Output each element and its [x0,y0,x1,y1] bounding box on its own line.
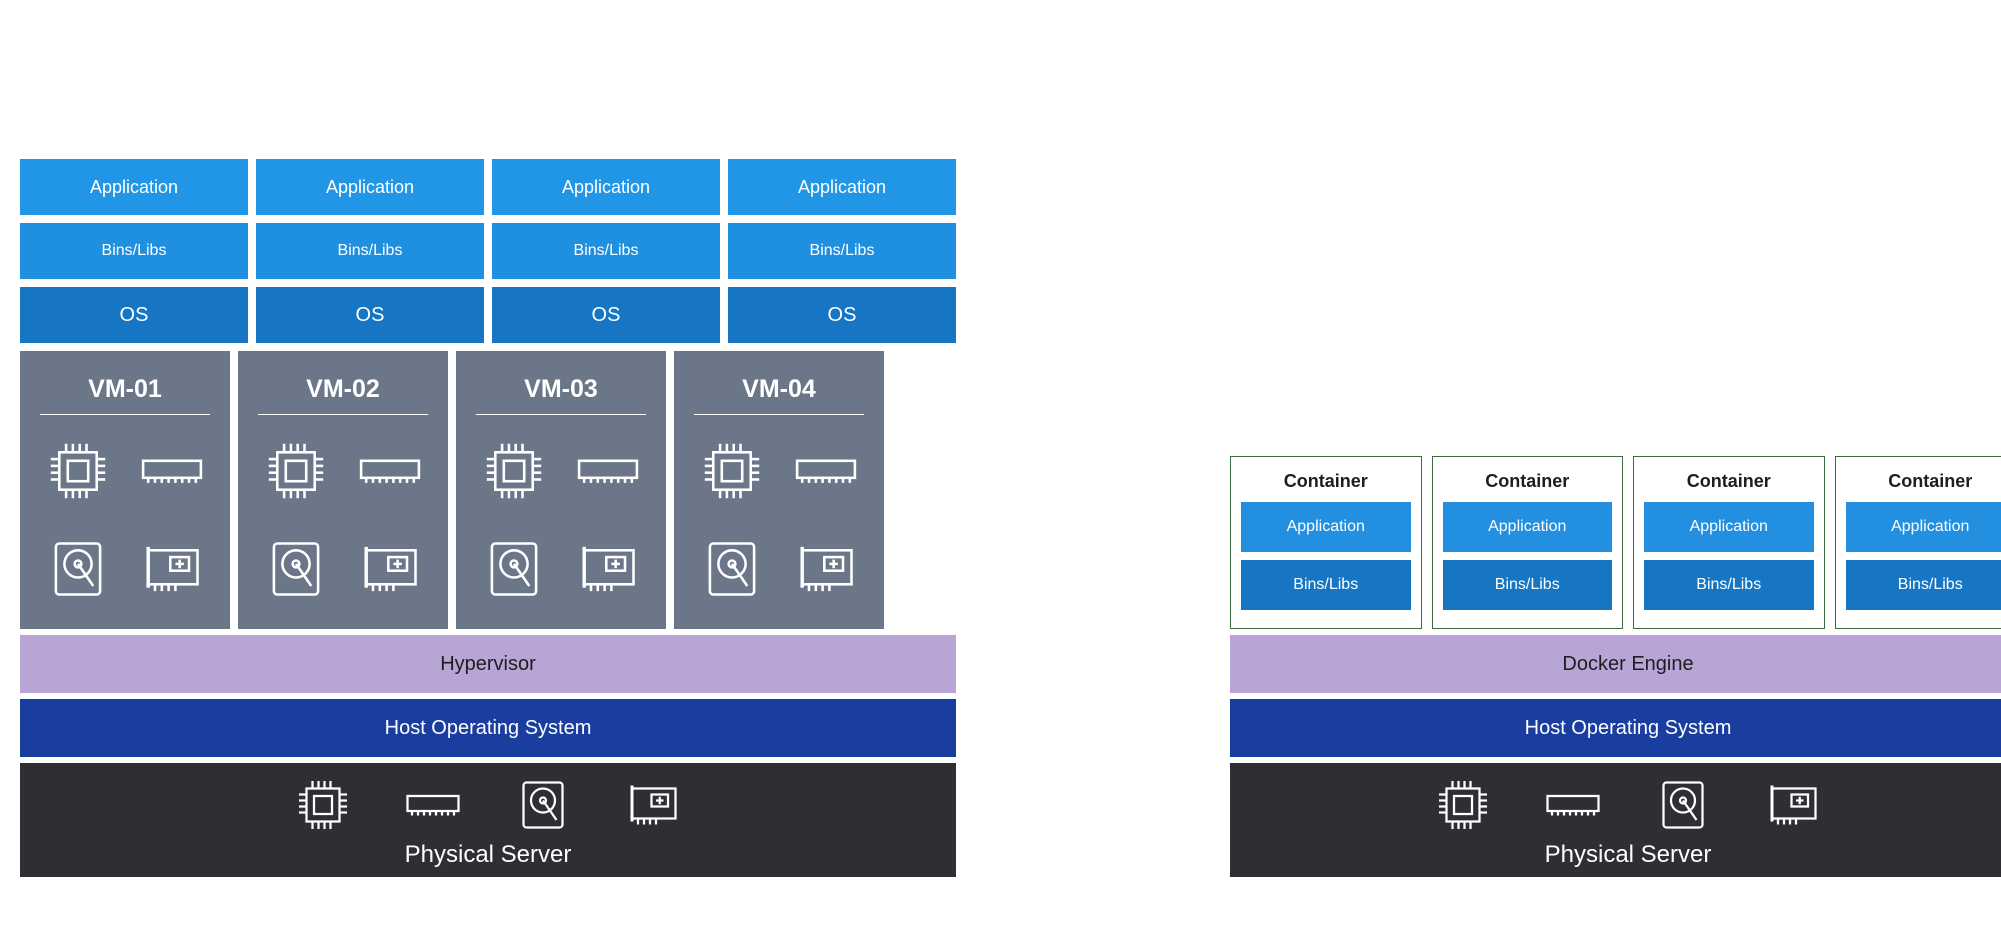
host-os-layer: Host Operating System [20,699,956,757]
vm-os-cell: OS [256,287,484,343]
hdd-icon [480,535,548,603]
vm-hardware-icons [470,433,652,619]
ram-icon [1543,775,1603,835]
ram-icon [574,437,642,505]
container-bins-cell: Bins/Libs [1241,560,1411,610]
container-title: Container [1443,471,1613,492]
container-bins-cell: Bins/Libs [1644,560,1814,610]
vm-bins-cell: Bins/Libs [20,223,248,279]
physical-server-layer: Physical Server [20,763,956,877]
gpu-card-icon [356,535,424,603]
ram-icon [403,775,463,835]
container-app-cell: Application [1846,502,2001,552]
cpu-icon [293,775,353,835]
hdd-icon [513,775,573,835]
container-bins-cell: Bins/Libs [1846,560,2001,610]
physical-hardware-icons [293,775,683,835]
container-box: Container Application Bins/Libs [1230,456,1422,629]
container-title: Container [1846,471,2001,492]
divider [40,414,210,415]
vm-hardware-icons [34,433,216,619]
cpu-icon [262,437,330,505]
vm-body: VM-02 [238,351,448,629]
vm-os-cell: OS [20,287,248,343]
vm-title: VM-03 [470,375,652,404]
container-bins-cell: Bins/Libs [1443,560,1613,610]
ram-icon [792,437,860,505]
container-box: Container Application Bins/Libs [1432,456,1624,629]
vm-os-row: OS OS OS OS [20,287,956,343]
host-os-layer: Host Operating System [1230,699,2001,757]
vm-bins-cell: Bins/Libs [256,223,484,279]
vm-app-cell: Application [256,159,484,215]
vm-bins-cell: Bins/Libs [728,223,956,279]
hdd-icon [262,535,330,603]
vm-hardware-icons [688,433,870,619]
vm-os-cell: OS [492,287,720,343]
vm-app-cell: Application [728,159,956,215]
vm-body-row: VM-01 VM-02 VM [20,351,956,629]
gpu-card-icon [623,775,683,835]
ram-icon [138,437,206,505]
gpu-card-icon [574,535,642,603]
vm-body: VM-04 [674,351,884,629]
vm-body: VM-01 [20,351,230,629]
vm-app-row: Application Application Application Appl… [20,159,956,215]
vm-body: VM-03 [456,351,666,629]
vm-hardware-icons [252,433,434,619]
gpu-card-icon [138,535,206,603]
container-app-cell: Application [1443,502,1613,552]
hdd-icon [698,535,766,603]
container-app-cell: Application [1644,502,1814,552]
vm-title: VM-04 [688,375,870,404]
gpu-card-icon [792,535,860,603]
container-architecture-diagram: Container Application Bins/Libs Containe… [1230,456,2001,877]
vm-os-cell: OS [728,287,956,343]
divider [476,414,646,415]
hdd-icon [44,535,112,603]
container-box: Container Application Bins/Libs [1633,456,1825,629]
vm-app-cell: Application [20,159,248,215]
hdd-icon [1653,775,1713,835]
vm-bins-cell: Bins/Libs [492,223,720,279]
docker-engine-layer: Docker Engine [1230,635,2001,693]
physical-hardware-icons [1433,775,1823,835]
physical-server-label: Physical Server [405,841,572,869]
container-row: Container Application Bins/Libs Containe… [1230,456,2001,629]
ram-icon [356,437,424,505]
vm-app-cell: Application [492,159,720,215]
divider [258,414,428,415]
cpu-icon [698,437,766,505]
physical-server-layer: Physical Server [1230,763,2001,877]
physical-server-label: Physical Server [1545,841,1712,869]
vm-architecture-diagram: Application Application Application Appl… [20,159,956,877]
vm-bins-row: Bins/Libs Bins/Libs Bins/Libs Bins/Libs [20,223,956,279]
cpu-icon [1433,775,1493,835]
hypervisor-layer: Hypervisor [20,635,956,693]
divider [694,414,864,415]
cpu-icon [44,437,112,505]
gpu-card-icon [1763,775,1823,835]
cpu-icon [480,437,548,505]
vm-title: VM-01 [34,375,216,404]
container-box: Container Application Bins/Libs [1835,456,2001,629]
vm-title: VM-02 [252,375,434,404]
container-app-cell: Application [1241,502,1411,552]
container-title: Container [1644,471,1814,492]
container-title: Container [1241,471,1411,492]
